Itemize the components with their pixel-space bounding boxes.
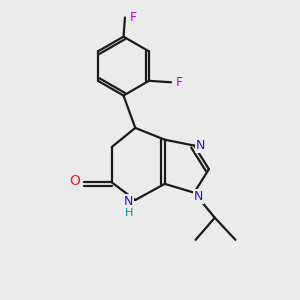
Text: H: H bbox=[124, 208, 133, 218]
Text: N: N bbox=[194, 190, 203, 203]
Text: F: F bbox=[176, 76, 183, 89]
Text: N: N bbox=[124, 195, 134, 208]
Text: O: O bbox=[70, 174, 80, 188]
Text: N: N bbox=[196, 139, 205, 152]
Text: F: F bbox=[130, 11, 137, 24]
